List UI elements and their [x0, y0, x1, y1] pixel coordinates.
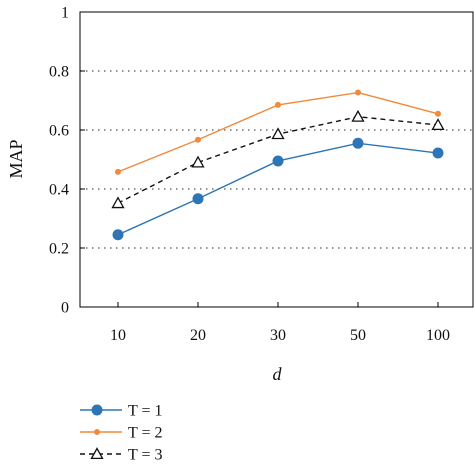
series-3-point [431, 118, 445, 131]
series-2-point [195, 136, 201, 143]
series-3-point [271, 127, 285, 140]
series-1-point [352, 137, 364, 149]
legend-item-3: T = 3 [80, 447, 163, 464]
y-axis-label: MAP [6, 139, 26, 178]
series-3-point [351, 109, 365, 122]
x-tick-label: 100 [426, 327, 450, 344]
legend-item-2: T = 2 [80, 425, 163, 442]
series-3-point [191, 155, 205, 168]
x-tick-label: 50 [350, 327, 366, 344]
legend-label: T = 1 [128, 403, 163, 420]
series-2-point [115, 168, 121, 175]
y-tick-label: 0.2 [49, 241, 69, 258]
series-group [111, 89, 445, 241]
series-1-point [112, 229, 124, 241]
y-tick-label: 0.6 [49, 123, 69, 140]
legend-item-1: T = 1 [80, 403, 163, 420]
series-1-point [432, 147, 444, 159]
plot-frame [79, 11, 474, 308]
legend-label: T = 2 [128, 425, 163, 442]
y-tick-label: 0 [61, 300, 69, 317]
series-1 [112, 137, 444, 241]
series-3-point [111, 196, 125, 209]
x-axis-label: d [273, 364, 283, 384]
legend-marker [91, 404, 103, 416]
series-2-point [435, 110, 441, 117]
y-tick-label: 0.4 [49, 182, 69, 199]
series-3 [111, 109, 445, 209]
x-tick-label: 20 [190, 327, 206, 344]
x-axis-ticks: 10 20 30 50 100 [110, 302, 450, 344]
legend-marker [94, 429, 100, 435]
y-axis-ticks: 0 0.2 0.4 0.6 0.8 1 [49, 5, 85, 317]
legend-label: T = 3 [128, 447, 163, 464]
x-tick-label: 30 [270, 327, 286, 344]
legend: T = 1 T = 2 T = 3 [80, 403, 163, 464]
series-2-point [275, 101, 281, 108]
series-1-point [272, 155, 284, 167]
series-1-point [192, 193, 204, 205]
legend-marker [90, 447, 104, 460]
x-tick-label: 10 [110, 327, 126, 344]
y-tick-label: 0.8 [49, 64, 69, 81]
series-2 [115, 89, 441, 175]
y-tick-label: 1 [61, 5, 69, 22]
series-2-point [355, 89, 361, 96]
